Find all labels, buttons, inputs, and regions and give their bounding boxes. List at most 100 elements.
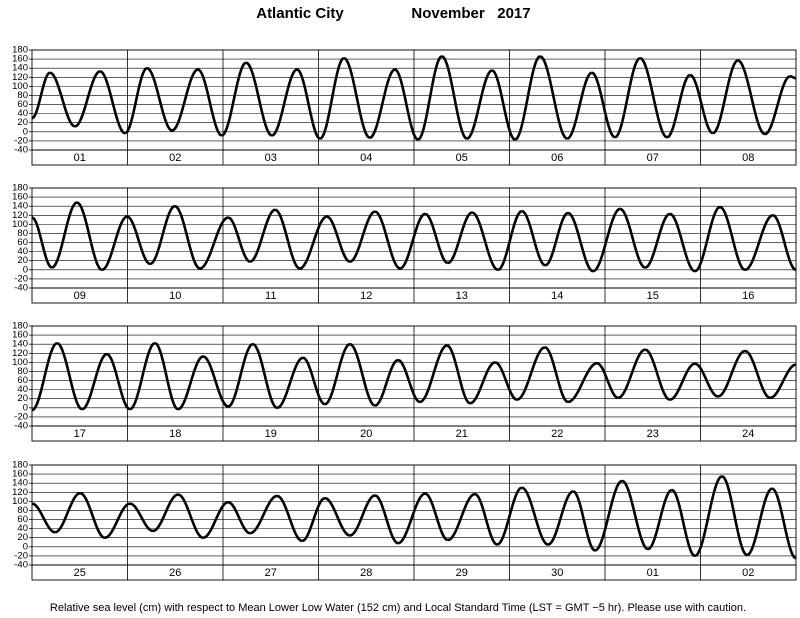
tide-curve-segment xyxy=(647,488,673,551)
y-tick-label: 40 xyxy=(17,384,28,395)
tide-curve-segment xyxy=(177,355,204,411)
y-tick-label: 20 xyxy=(17,532,28,543)
tide-curve-segment xyxy=(74,70,101,128)
tide-curve-segment xyxy=(689,73,714,135)
plot-frame xyxy=(31,325,797,442)
tide-curve-segment xyxy=(397,492,426,545)
tide-curve-segment xyxy=(694,362,719,398)
tide-curve-segment xyxy=(174,204,201,270)
y-tick-label: 160 xyxy=(12,192,28,203)
tide-curve-segment xyxy=(302,356,326,406)
tide-curve-segment xyxy=(152,493,179,533)
tide-curve-segment xyxy=(343,56,371,139)
y-tick-label: 140 xyxy=(12,63,28,74)
tide-curve-segment xyxy=(149,204,176,266)
y-tick-label: -40 xyxy=(14,145,28,156)
tide-curve-segment xyxy=(31,502,56,534)
tide-curve-segment xyxy=(399,212,426,270)
tide-curve-segment xyxy=(619,207,646,269)
day-label: 26 xyxy=(169,567,181,579)
tide-curve-segment xyxy=(669,362,696,401)
tide-curve-segment xyxy=(374,358,399,407)
y-tick-label: -20 xyxy=(14,550,28,561)
y-tick-label: 120 xyxy=(12,487,28,498)
tide-curve-segment xyxy=(719,205,746,272)
day-label: 24 xyxy=(742,428,754,440)
y-tick-label: 120 xyxy=(12,210,28,221)
y-tick-label: 40 xyxy=(17,246,28,257)
y-tick-label: -40 xyxy=(14,421,28,432)
tide-curve-segment xyxy=(197,68,223,137)
tide-curve-segment xyxy=(349,494,376,537)
y-tick-label: 20 xyxy=(17,255,28,266)
tide-curve-segment xyxy=(276,494,303,543)
tide-curve-segment xyxy=(227,216,251,263)
day-label: 18 xyxy=(169,428,181,440)
tide-curve-segment xyxy=(471,211,499,272)
tide-curve-segment xyxy=(669,212,696,273)
tide-curve-segment xyxy=(276,356,304,410)
tide-curve-segment xyxy=(441,55,468,140)
day-label: 19 xyxy=(265,428,277,440)
y-tick-label: -40 xyxy=(14,283,28,294)
tide-curve-segment xyxy=(621,479,649,551)
tide-curve-segment xyxy=(744,213,774,272)
tide-curve-segment xyxy=(572,490,596,552)
tide-curve-segment xyxy=(54,491,81,534)
tide-curve-segment xyxy=(594,479,623,552)
y-tick-label: 0 xyxy=(23,402,28,413)
tide-curve-segment xyxy=(737,59,766,136)
tide-curve-segment xyxy=(245,61,273,137)
tide-curve-segment xyxy=(772,214,797,272)
tide-curve-segment xyxy=(567,361,598,404)
y-tick-label: 180 xyxy=(12,45,28,56)
y-tick-label: 80 xyxy=(17,90,28,101)
day-label: 29 xyxy=(456,567,468,579)
y-tick-label: 180 xyxy=(12,460,28,471)
day-label: 17 xyxy=(74,428,86,440)
tide-curve-segment xyxy=(394,68,419,141)
y-tick-label: -20 xyxy=(14,411,28,422)
tide-curve-segment xyxy=(221,61,247,137)
tide-curve-segment xyxy=(252,342,278,410)
tide-curve-segment xyxy=(514,55,541,141)
tide-curve-segment xyxy=(446,344,471,405)
tide-curve-segment xyxy=(666,73,691,139)
tide-curve-segment xyxy=(124,66,148,135)
day-label: 23 xyxy=(647,428,659,440)
tide-curve-segment xyxy=(104,502,131,540)
tide-curve-segment xyxy=(319,56,345,140)
tide-curve-segment xyxy=(788,75,798,80)
tide-curve-segment xyxy=(521,209,546,267)
tide-curve-segment xyxy=(177,493,204,540)
y-tick-label: 100 xyxy=(12,496,28,507)
tide-curve-segment xyxy=(301,496,326,543)
chart-month: November 2017 xyxy=(411,5,530,22)
day-label: 02 xyxy=(742,567,754,579)
y-tick-label: 40 xyxy=(17,108,28,119)
tide-curve-segment xyxy=(567,211,594,273)
tide-curve-segment xyxy=(79,491,106,540)
day-label: 10 xyxy=(169,290,181,302)
y-tick-label: 60 xyxy=(17,237,28,248)
day-label: 30 xyxy=(551,567,563,579)
tide-curve-segment xyxy=(129,342,156,411)
y-tick-label: 120 xyxy=(12,72,28,83)
tide-curve-segment xyxy=(466,69,493,140)
y-tick-label: 140 xyxy=(12,478,28,489)
day-label: 08 xyxy=(742,152,754,164)
day-label: 21 xyxy=(456,428,468,440)
tide-curve-segment xyxy=(671,488,696,558)
tide-curve-segment xyxy=(544,346,569,404)
y-tick-label: 20 xyxy=(17,117,28,128)
tide-curve-segment xyxy=(81,352,108,411)
tide-curve-segment xyxy=(721,475,748,557)
tide-curve-segment xyxy=(31,216,53,269)
day-label: 20 xyxy=(360,428,372,440)
tide-curve-segment xyxy=(374,210,401,270)
tide-curve-segment xyxy=(424,492,449,542)
y-tick-label: 60 xyxy=(17,514,28,525)
tide-curve-segment xyxy=(349,342,376,407)
tide-curve-segment xyxy=(146,66,173,132)
